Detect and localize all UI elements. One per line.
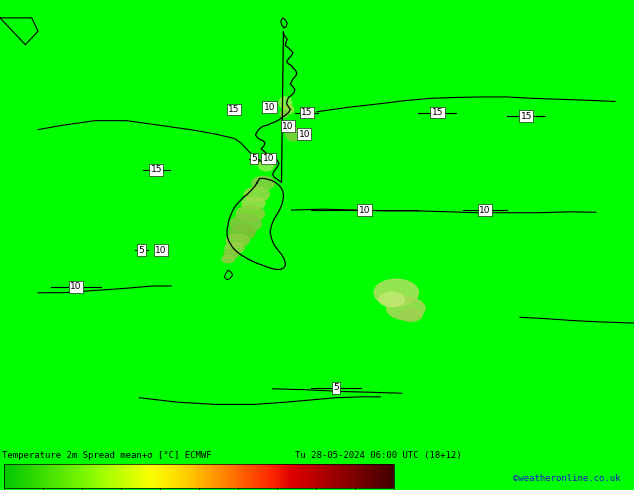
- Text: Temperature 2m Spread mean+σ [°C] ECMWF: Temperature 2m Spread mean+σ [°C] ECMWF: [3, 451, 212, 460]
- Ellipse shape: [242, 197, 265, 210]
- Text: 15: 15: [432, 108, 443, 117]
- Ellipse shape: [224, 249, 239, 258]
- Ellipse shape: [226, 234, 249, 246]
- Text: 10: 10: [155, 246, 167, 255]
- Ellipse shape: [252, 176, 275, 190]
- Ellipse shape: [230, 224, 255, 241]
- Ellipse shape: [222, 256, 235, 263]
- Text: 10: 10: [359, 205, 370, 215]
- Ellipse shape: [374, 279, 418, 306]
- Text: 10: 10: [262, 154, 275, 163]
- Ellipse shape: [399, 309, 422, 321]
- Text: 15: 15: [521, 112, 532, 121]
- Ellipse shape: [225, 243, 244, 253]
- Ellipse shape: [259, 160, 274, 171]
- Text: 15: 15: [301, 108, 313, 117]
- Text: 10: 10: [264, 103, 275, 112]
- Ellipse shape: [279, 97, 292, 109]
- Text: ©weatheronline.co.uk: ©weatheronline.co.uk: [513, 474, 621, 483]
- Text: Tu 28-05-2024 06:00 UTC (18+12): Tu 28-05-2024 06:00 UTC (18+12): [295, 451, 462, 460]
- Text: 15: 15: [150, 165, 162, 174]
- Ellipse shape: [286, 127, 301, 141]
- Ellipse shape: [283, 105, 294, 114]
- Ellipse shape: [387, 297, 425, 319]
- Ellipse shape: [231, 215, 261, 232]
- Ellipse shape: [236, 206, 264, 221]
- Text: 5: 5: [333, 383, 339, 392]
- Text: 10: 10: [299, 129, 310, 139]
- Text: 15: 15: [228, 105, 240, 114]
- Ellipse shape: [280, 110, 288, 118]
- Ellipse shape: [379, 292, 404, 307]
- Text: 10: 10: [479, 205, 491, 215]
- Text: 5: 5: [251, 154, 257, 163]
- Text: 10: 10: [70, 282, 82, 292]
- Ellipse shape: [244, 187, 269, 201]
- Text: 5: 5: [138, 246, 145, 255]
- Text: 10: 10: [282, 122, 294, 130]
